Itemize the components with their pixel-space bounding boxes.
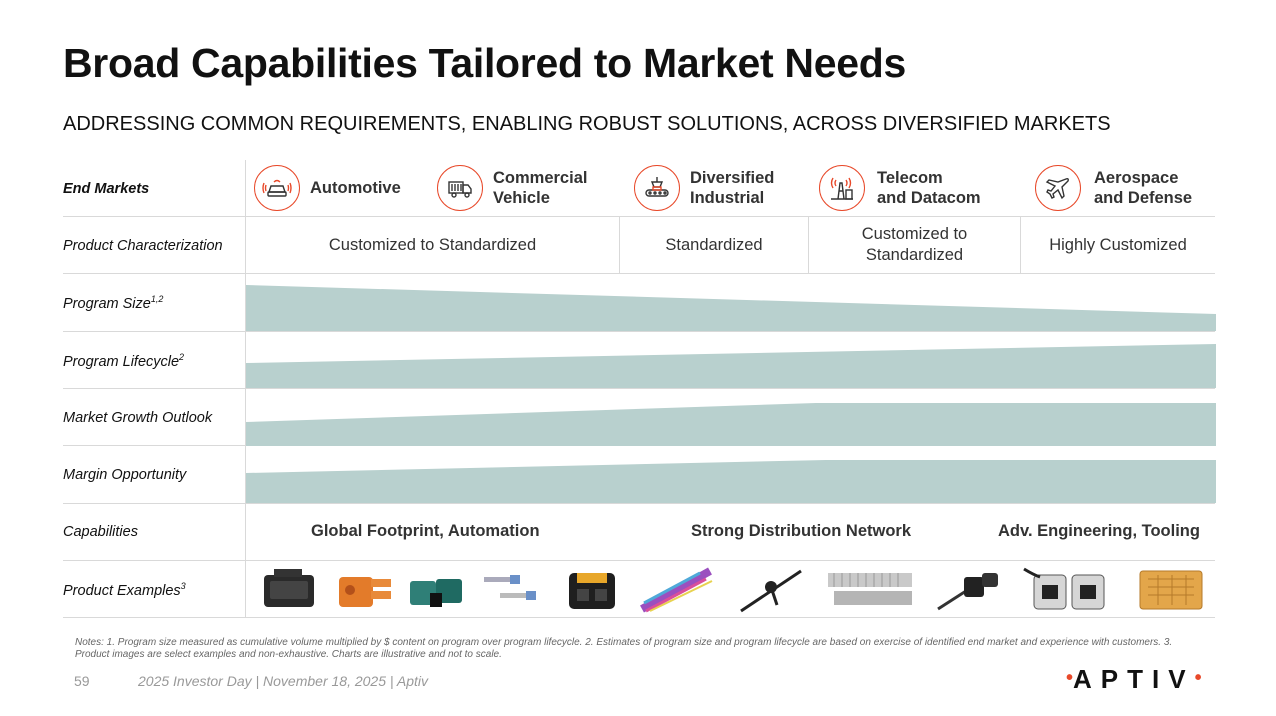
row-label-product-characterization: Product Characterization	[63, 238, 223, 254]
capability-label: Adv. Engineering, Tooling	[998, 522, 1200, 540]
sealed-connector-image	[937, 573, 998, 611]
characterization-cell: Customized to Standardized	[861, 225, 968, 264]
market-label: Aerospace and Defense	[1094, 169, 1193, 207]
row-divider	[63, 503, 1215, 504]
market-aerospace-defense: Aerospace and Defense	[1035, 161, 1192, 215]
market-label: Diversified Industrial	[690, 169, 775, 207]
market-automotive: Automotive	[254, 161, 401, 215]
page-number: 59	[74, 673, 90, 689]
market-label: Automotive	[310, 179, 401, 197]
connector-black-image	[264, 569, 314, 607]
cell-divider	[1020, 217, 1021, 273]
row-divider	[63, 331, 1215, 332]
cables-image	[640, 567, 713, 613]
market-label: Telecom and Datacom	[877, 169, 981, 207]
trend-bands	[246, 285, 1216, 503]
conveyor-icon	[634, 165, 680, 211]
connector-orange-image	[339, 577, 391, 607]
circuit-module-image	[1139, 570, 1203, 610]
cell-divider	[619, 217, 620, 273]
cell-divider	[808, 217, 809, 273]
market-telecom-datacom: Telecom and Datacom	[819, 161, 981, 215]
row-label-market-growth: Market Growth Outlook	[63, 410, 213, 426]
page-title: Broad Capabilities Tailored to Market Ne…	[63, 40, 906, 86]
page-subtitle: ADDRESSING COMMON REQUIREMENTS, ENABLING…	[63, 113, 1111, 135]
row-label-program-lifecycle: Program Lifecycle2	[63, 352, 185, 370]
row-divider	[63, 388, 1215, 389]
footer-text: 2025 Investor Day | November 18, 2025 | …	[138, 673, 429, 689]
conduit-image	[828, 573, 912, 605]
row-label-product-examples: Product Examples3	[63, 581, 186, 599]
market-label: Commercial Vehicle	[493, 169, 588, 207]
characterization-cell: Highly Customized	[1049, 235, 1187, 254]
capability-label: Global Footprint, Automation	[311, 522, 540, 540]
row-divider	[63, 560, 1215, 561]
characterization-cell: Customized to Standardized	[328, 235, 537, 254]
market-diversified-industrial: Diversified Industrial	[634, 161, 774, 215]
cable-tie-image	[740, 569, 802, 613]
row-divider	[63, 216, 1215, 217]
terminals-image	[484, 575, 536, 600]
row-label-end-markets: End Markets	[63, 181, 150, 197]
connector-teal-image	[410, 579, 462, 607]
footnotes: Notes: 1. Program size measured as cumul…	[75, 637, 1173, 660]
cell-tower-icon	[819, 165, 865, 211]
market-growth-band	[246, 403, 1216, 446]
capability-label: Strong Distribution Network	[691, 522, 911, 540]
characterization-cell: Standardized	[665, 235, 763, 254]
aptiv-logo: •APTIV•	[1066, 664, 1202, 694]
row-label-margin-opportunity: Margin Opportunity	[63, 467, 187, 483]
table-divider-vertical	[245, 160, 246, 618]
row-label-capabilities: Capabilities	[63, 524, 138, 540]
row-divider	[63, 273, 1215, 274]
airplane-icon	[1035, 165, 1081, 211]
car-icon	[254, 165, 300, 211]
market-commercial-vehicle: Commercial Vehicle	[437, 161, 587, 215]
program-lifecycle-band	[246, 344, 1216, 388]
truck-icon	[437, 165, 483, 211]
row-divider	[63, 617, 1215, 618]
row-label-program-size: Program Size1,2	[63, 294, 164, 312]
connector-yellow-image	[569, 573, 615, 609]
program-size-band	[246, 285, 1216, 331]
margin-opportunity-band	[246, 460, 1216, 503]
power-connector-image	[1023, 567, 1105, 610]
